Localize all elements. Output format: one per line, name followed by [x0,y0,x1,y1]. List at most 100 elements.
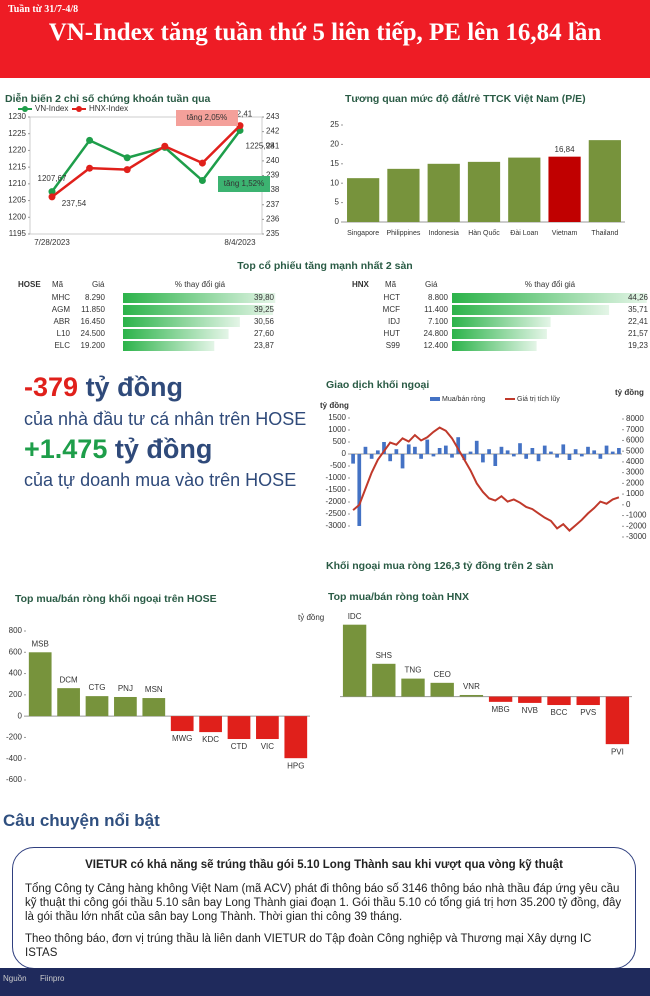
bar [123,329,229,339]
stat-text: của nhà đầu tư cá nhân trên HOSE [24,409,307,429]
stat: +1.475 tỷ đồng [24,434,212,465]
category-label: VNR [463,682,480,691]
annotation-box [218,176,270,192]
bar [456,437,461,454]
y-tick-label: -400 [6,754,23,763]
y-tick-label: 800 [9,626,23,635]
stock-code: HUT [384,329,401,338]
y-tick-label: -2000 [626,521,647,530]
bar [474,440,479,454]
category-label: CTD [231,742,248,751]
point [123,166,131,174]
y-tick-label: 1205 [8,196,26,205]
bar [592,450,597,454]
y-tick-label: 7000 [626,425,644,434]
header: Tuần từ 31/7-4/8 VN-Index tăng tuần thứ … [0,0,650,78]
caption: Khối ngoại mua ròng 126,3 tỷ đồng trên 2… [326,560,554,572]
bar [369,454,374,459]
category-label: MSN [145,685,163,694]
bar [452,329,547,339]
category-label: NVB [522,706,538,715]
bar [481,454,485,463]
source-label: Nguồn [3,974,27,983]
headline: VN-Index tăng tuần thứ 5 liên tiếp, PE l… [48,19,602,46]
bar [488,696,513,702]
point [198,159,206,167]
bar [576,696,600,706]
bar [375,450,380,454]
value-label: 1207,67 [38,174,67,183]
column-header: % thay đổi giá [175,280,226,289]
y-tick-label: 25 [330,120,339,129]
bar [579,454,584,457]
story-title: VIETUR có khả năng sẽ trúng thầu gói 5.1… [85,859,563,871]
y-tick-label: 1210 [8,179,26,188]
x-tick-label: Đài Loan [510,230,538,237]
bar [400,454,405,469]
price: 16.450 [81,317,106,326]
y-tick-label: 4000 [626,457,644,466]
stock-code: S99 [386,341,401,350]
bar [419,454,423,459]
bar [452,293,647,303]
x-tick-label: Thailand [591,230,618,237]
series-line [352,426,620,532]
bar [548,156,581,222]
bar [450,454,454,458]
bar [351,454,355,464]
y-tick-label: -1000 [626,511,647,520]
bar [467,161,501,222]
y-tick-label: 0 [626,500,631,509]
bar [604,445,609,454]
bar [199,716,222,733]
price: 11.400 [424,305,448,314]
footer: Nguồn Fiinpro [0,968,650,996]
chart-title: Diễn biến 2 chỉ số chứng khoán tuần qua [5,92,211,105]
bar [567,454,572,460]
category-label: BCC [551,708,568,717]
bar [431,454,436,457]
chart-title: Giao dịch khối ngoại [326,379,429,391]
charts: Top cổ phiếu tăng mạnh nhất 2 sàn Diễn b… [5,92,649,784]
y-tick-label: 1220 [8,146,26,155]
bar [413,446,417,454]
bar [573,449,578,454]
legend-label: VN-Index [35,104,68,113]
bar [387,168,420,222]
section-title: Top cổ phiếu tăng mạnh nhất 2 sàn [237,260,412,272]
y-tick-label: 0 [335,217,340,226]
category-label: DCM [59,675,78,684]
bar [542,445,547,454]
bar [401,678,425,697]
category-label: CEO [434,670,451,679]
y-tick-label: 3000 [626,468,644,477]
y-tick-label: 1225 [8,129,26,138]
y-tick-label: -3000 [326,521,347,530]
bar [123,293,276,303]
bar [518,443,522,454]
legend-label: Giá trị tích lũy [517,396,560,403]
y-tick-label: 2000 [626,478,644,487]
bar [605,696,630,745]
category-label: HPG [287,761,304,770]
bar [598,454,603,459]
story-heading: Câu chuyện nổi bật [3,811,160,830]
axis-label: tỷ đồng [298,613,324,622]
bar [547,696,571,706]
y-tick-label: -2000 [326,497,347,506]
y-tick-label: 239 [266,171,280,180]
annotation: tăng 1,52% [224,179,264,188]
stock-code: L10 [57,329,71,338]
y-tick-label: 6000 [626,436,644,445]
category-label: TNG [405,666,422,675]
bar [511,454,516,457]
chart-title: Top mua/bán ròng khối ngoại trên HOSE [15,593,217,605]
group-label: HOSE [18,280,41,289]
bar [518,696,542,703]
value-label: 19,23 [628,341,649,350]
point [48,193,56,201]
axis-label: tỷ đồng [320,401,349,410]
y-tick-label: 0 [18,711,23,720]
y-tick-label: -200 [6,733,23,742]
annotation: tăng 2,05% [187,113,227,122]
